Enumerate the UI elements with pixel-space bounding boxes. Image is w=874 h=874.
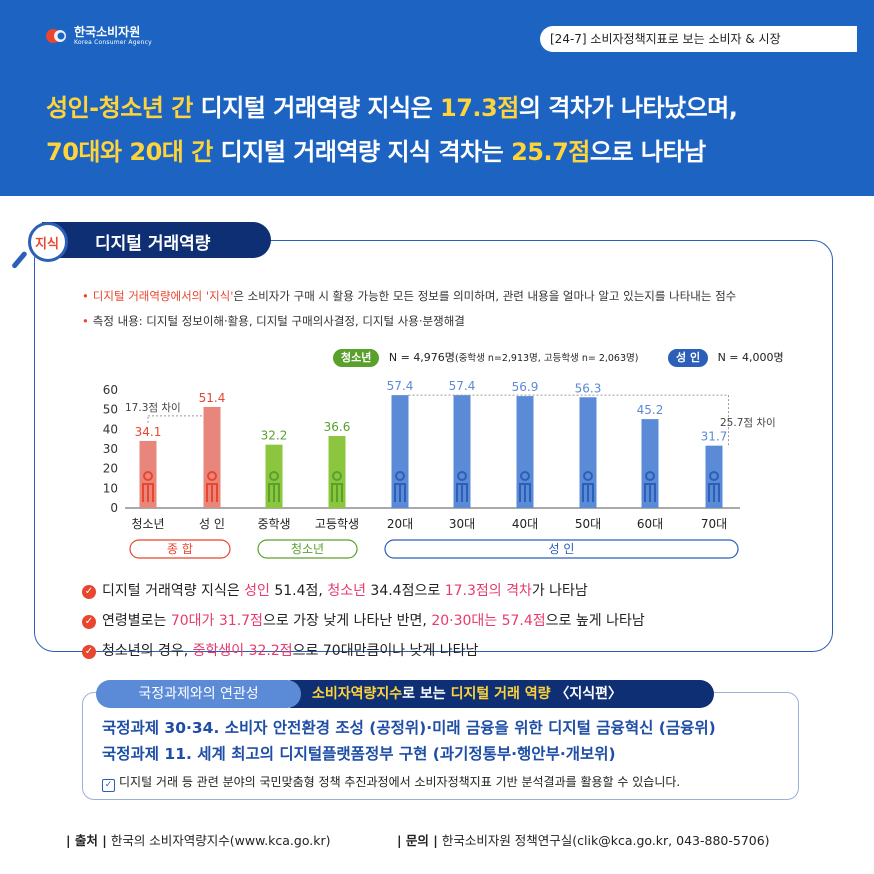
headline-line-2: 70대와 20대 간 디지털 거래역량 지식 격차는 25.7점으로 나타남 [46, 138, 706, 166]
policy-item-2: 국정과제 11. 세계 최고의 디지털플랫폼정부 구현 (과기정통부·행안부·개… [102, 745, 616, 763]
value-label: 32.2 [261, 429, 288, 443]
gap-annotation-label: 25.7점 차이 [720, 417, 776, 429]
category-label: 60대 [637, 517, 663, 531]
category-label: 성 인 [199, 517, 225, 531]
category-label: 40대 [512, 517, 538, 531]
y-tick-label: 10 [103, 481, 118, 495]
series-tag: [24-7] 소비자정책지표로 보는 소비자 & 시장 [540, 26, 857, 52]
policy-item-1: 국정과제 30·34. 소비자 안전환경 조성 (공정위)·미래 금융을 위한 … [102, 719, 716, 737]
checkbox-icon: ✓ [102, 779, 115, 792]
category-label: 고등학생 [315, 517, 359, 531]
group-pill [384, 539, 739, 559]
person-icon [708, 483, 720, 502]
person-icon [644, 483, 656, 502]
value-label: 56.9 [512, 380, 539, 394]
finding-2: ✓ 연령별로는 70대가 31.7점으로 가장 낮게 나타난 반면, 20·30대… [82, 610, 645, 630]
headline-line-1: 성인-청소년 간 디지털 거래역량 지식은 17.3점의 격차가 나타났으며, [46, 94, 738, 122]
group-pill [257, 539, 358, 559]
person-icon [332, 471, 342, 481]
value-label: 36.6 [324, 420, 351, 434]
person-icon [207, 471, 217, 481]
org-logo: 한국소비자원 Korea Consumer Agency [44, 25, 152, 47]
bar [453, 395, 471, 508]
person-icon [142, 483, 154, 502]
bar [203, 406, 221, 508]
policy-tab-right: 소비자역량지수로 보는 디지털 거래 역량 〈지식편〉 [290, 680, 714, 708]
check-icon: ✓ [82, 645, 96, 659]
finding-1: ✓ 디지털 거래역량 지식은 성인 51.4점, 청소년 34.4점으로 17.3… [82, 580, 588, 600]
y-tick-label: 20 [103, 462, 118, 476]
person-icon [520, 471, 530, 481]
person-icon [645, 471, 655, 481]
y-tick-label: 40 [103, 422, 118, 436]
person-icon [709, 471, 719, 481]
person-icon [206, 483, 218, 502]
content-card [34, 240, 833, 652]
value-label: 56.3 [575, 381, 602, 395]
person-icon [583, 471, 593, 481]
group-label: 청소년 [291, 542, 324, 556]
category-label: 중학생 [257, 517, 290, 531]
policy-note: ✓ 디지털 거래 등 관련 분야의 국민맞춤형 정책 추진과정에서 소비자정책지표… [102, 773, 680, 792]
footer-contact: | 문의 | 한국소비자원 정책연구실(clik@kca.go.kr, 043-… [397, 833, 770, 848]
value-label: 31.7 [701, 430, 728, 444]
bar [391, 395, 409, 508]
legend-youth-detail: (중학생 n=2,913명, 고등학생 n= 2,063명) [454, 353, 639, 364]
value-label: 51.4 [199, 391, 226, 405]
value-label: 57.4 [449, 379, 476, 393]
person-icon [519, 483, 531, 502]
legend-adult-pill: 성 인 [668, 349, 709, 367]
section-title: 디지털 거래역량 [95, 234, 211, 254]
legend-adult: 성 인 N = 4,000명 [668, 349, 784, 367]
measurement-bullet: • 측정 내용: 디지털 정보이해·활용, 디지털 구매의사결정, 디지털 사용·… [82, 314, 465, 328]
section-badge: 지식 [35, 237, 59, 252]
y-tick-label: 30 [103, 442, 118, 456]
check-icon: ✓ [82, 585, 96, 599]
finding-3: ✓ 청소년의 경우, 중학생이 32.2점으로 70대만큼이나 낮게 나타남 [82, 640, 478, 660]
category-label: 30대 [449, 517, 475, 531]
check-icon: ✓ [82, 615, 96, 629]
policy-tab-left: 국정과제와의 연관성 [96, 680, 301, 708]
person-icon [456, 483, 468, 502]
person-icon [457, 471, 467, 481]
definition-bullet: • 디지털 거래역량에서의 '지식'은 소비자가 구매 시 활용 가능한 모든 정… [82, 289, 737, 303]
person-icon [143, 471, 153, 481]
group-pill [129, 539, 231, 559]
y-tick-label: 50 [103, 403, 118, 417]
y-tick-label: 0 [110, 501, 118, 515]
org-name: 한국소비자원 [74, 25, 141, 39]
org-name-en: Korea Consumer Agency [74, 39, 152, 46]
footer-source: | 출처 | 한국의 소비자역량지수(www.kca.go.kr) [66, 833, 331, 848]
person-icon [268, 483, 280, 502]
value-label: 45.2 [637, 403, 664, 417]
y-tick-label: 60 [103, 383, 118, 397]
category-label: 청소년 [131, 517, 164, 531]
legend-adult-n: N = 4,000명 [717, 351, 784, 364]
person-icon [582, 483, 594, 502]
person-icon [395, 471, 405, 481]
person-icon [394, 483, 406, 502]
legend-youth-n: N = 4,976명 [388, 351, 455, 364]
person-icon [331, 483, 343, 502]
gap-annotation-line [408, 394, 729, 446]
legend-youth-pill: 청소년 [333, 349, 380, 367]
magnifier-icon [28, 222, 68, 262]
category-label: 20대 [387, 517, 413, 531]
category-label: 50대 [575, 517, 601, 531]
group-label: 종 합 [167, 542, 193, 556]
gap-annotation-line [147, 415, 204, 423]
bar [516, 396, 534, 508]
category-label: 70대 [701, 517, 727, 531]
value-label: 34.1 [135, 425, 162, 439]
legend-youth: 청소년 N = 4,976명(중학생 n=2,913명, 고등학생 n= 2,0… [333, 349, 638, 367]
kca-logo-icon [46, 29, 66, 43]
section-title-bar [42, 222, 271, 258]
group-label: 성 인 [549, 542, 575, 556]
gap-annotation-label: 17.3점 차이 [125, 402, 181, 414]
bar [579, 397, 597, 508]
person-icon [269, 471, 279, 481]
value-label: 57.4 [387, 379, 414, 393]
